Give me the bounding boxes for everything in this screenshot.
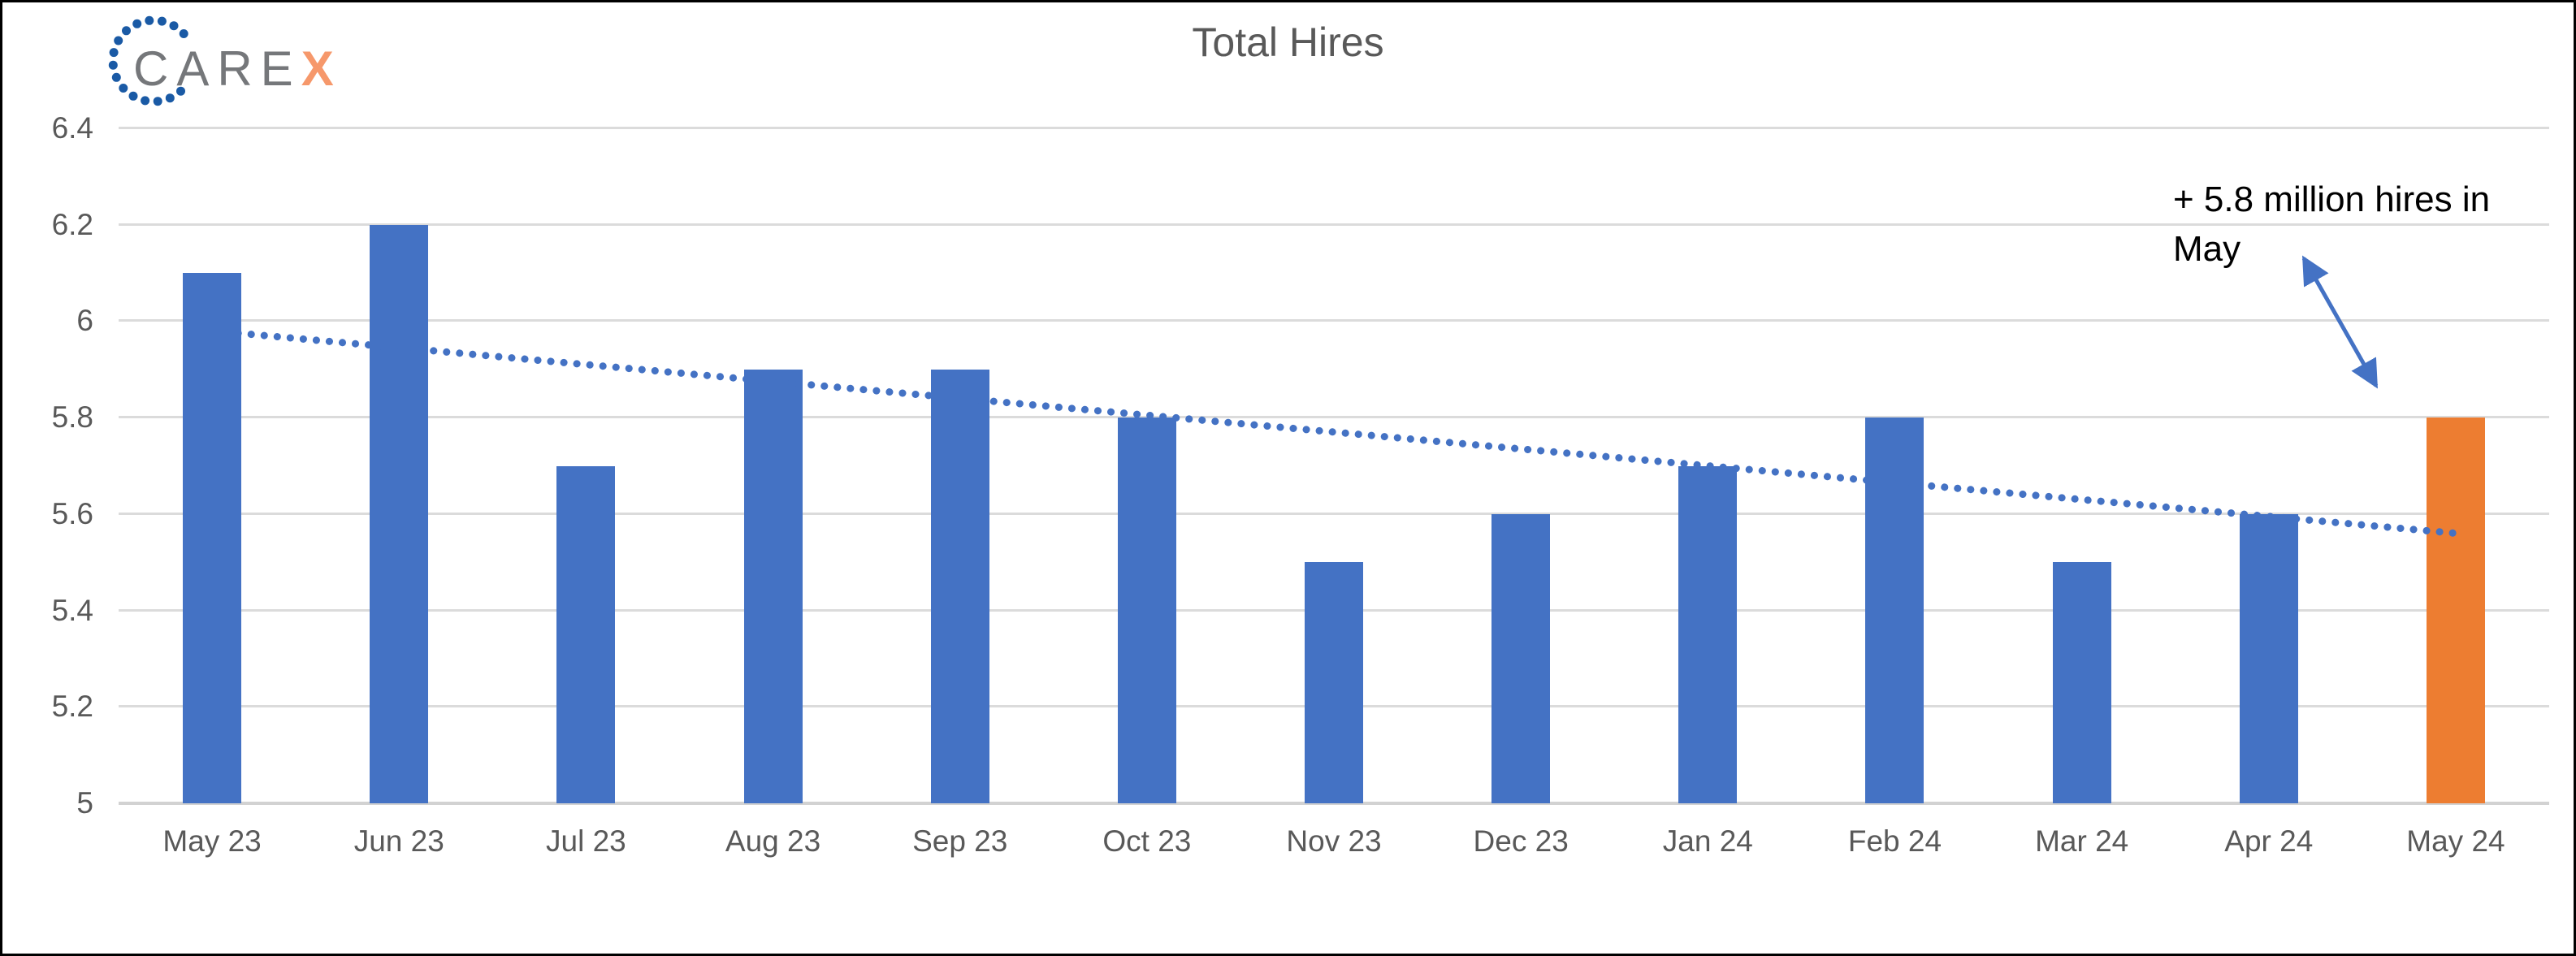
logo-dot xyxy=(169,21,179,31)
logo-dot xyxy=(119,84,128,93)
annotation-callout: + 5.8 million hires in May xyxy=(2173,175,2490,274)
x-tick-label-aug-23: Aug 23 xyxy=(725,824,821,858)
logo-dot xyxy=(114,36,123,45)
gridline-6.2 xyxy=(119,223,2549,226)
y-tick-label-5.6: 5.6 xyxy=(51,496,93,530)
gridline-6.4 xyxy=(119,127,2549,129)
bar-mar-24 xyxy=(2052,562,2111,803)
x-tick-label-may-24: May 24 xyxy=(2406,824,2505,858)
bar-jul-23 xyxy=(556,465,616,803)
plot-area xyxy=(119,127,2549,805)
bar-slot-dec-23 xyxy=(1427,128,1614,803)
x-tick-label-nov-23: Nov 23 xyxy=(1286,824,1382,858)
bar-may-24 xyxy=(2426,417,2485,803)
gridline-5 xyxy=(119,802,2549,805)
chart-title: Total Hires xyxy=(1192,19,1384,65)
logo-dot xyxy=(128,91,138,101)
x-tick-label-may-23: May 23 xyxy=(162,824,262,858)
logo-dot xyxy=(179,29,188,38)
bar-jan-24 xyxy=(1678,465,1738,803)
bar-may-23 xyxy=(183,273,242,803)
bar-slot-jul-23 xyxy=(492,128,679,803)
logo-text-x: X xyxy=(301,41,334,96)
logo-dot xyxy=(157,16,167,26)
gridline-6 xyxy=(119,319,2549,322)
gridline-5.8 xyxy=(119,416,2549,419)
x-tick-label-jun-23: Jun 23 xyxy=(353,824,444,858)
logo-dot xyxy=(108,60,118,70)
logo-text: CAREX xyxy=(133,41,334,96)
bar-slot-nov-23 xyxy=(1240,128,1427,803)
logo-text-care: CARE xyxy=(133,41,301,96)
annotation-line-2: May xyxy=(2173,229,2241,269)
logo-dot xyxy=(111,72,121,82)
logo-dot xyxy=(141,96,150,106)
bar-slot-jun-23 xyxy=(305,128,492,803)
trendline-dotted xyxy=(208,327,2460,538)
logo-dot xyxy=(132,19,142,28)
bar-slot-aug-23 xyxy=(679,128,866,803)
gridline-5.6 xyxy=(119,512,2549,515)
logo-dot xyxy=(109,48,119,58)
x-tick-label-feb-24: Feb 24 xyxy=(1847,824,1942,858)
logo-dot xyxy=(165,93,175,103)
bar-aug-23 xyxy=(743,369,803,803)
bar-series xyxy=(119,128,2549,803)
logo-dot xyxy=(145,15,154,25)
y-tick-label-5.2: 5.2 xyxy=(51,690,93,724)
annotation-line-1: + 5.8 million hires in xyxy=(2173,180,2491,219)
logo-dot xyxy=(176,86,185,96)
x-tick-label-dec-23: Dec 23 xyxy=(1473,824,1569,858)
bar-nov-23 xyxy=(1305,562,1364,803)
bar-oct-23 xyxy=(1117,417,1176,803)
y-axis: 6.4 6.2 6 5.8 5.6 5.4 5.2 5 xyxy=(2,111,93,820)
bar-slot-jan-24 xyxy=(1614,128,1801,803)
x-axis: May 23 Jun 23 Jul 23 Aug 23 Sep 23 Oct 23 Nov … xyxy=(119,824,2549,859)
trendline xyxy=(208,327,2460,538)
carex-logo: CAREX xyxy=(108,15,334,106)
bar-dec-23 xyxy=(1491,513,1551,803)
y-tick-label-5: 5 xyxy=(76,786,93,820)
y-tick-label-5.4: 5.4 xyxy=(51,593,93,627)
x-tick-label-jan-24: Jan 24 xyxy=(1662,824,1753,858)
y-tick-label-5.8: 5.8 xyxy=(51,400,93,435)
x-tick-label-mar-24: Mar 24 xyxy=(2035,824,2129,858)
logo-dot xyxy=(122,26,131,36)
bar-slot-may-23 xyxy=(119,128,305,803)
logo-dot xyxy=(153,97,162,106)
bar-slot-may-24 xyxy=(2362,128,2549,803)
y-tick-label-6.4: 6.4 xyxy=(51,111,93,145)
y-tick-label-6: 6 xyxy=(76,304,93,338)
x-tick-label-oct-23: Oct 23 xyxy=(1102,824,1192,858)
bar-slot-mar-24 xyxy=(1989,128,2176,803)
dotted-circle-icon xyxy=(108,15,188,106)
y-tick-label-6.2: 6.2 xyxy=(51,207,93,241)
bar-slot-oct-23 xyxy=(1054,128,1240,803)
bar-sep-23 xyxy=(930,369,989,803)
bar-apr-24 xyxy=(2239,513,2298,803)
x-tick-label-apr-24: Apr 24 xyxy=(2224,824,2314,858)
bar-jun-23 xyxy=(370,224,429,803)
x-tick-label-jul-23: Jul 23 xyxy=(546,824,626,858)
bar-slot-sep-23 xyxy=(867,128,1054,803)
bar-slot-apr-24 xyxy=(2176,128,2362,803)
x-tick-label-sep-23: Sep 23 xyxy=(912,824,1008,858)
